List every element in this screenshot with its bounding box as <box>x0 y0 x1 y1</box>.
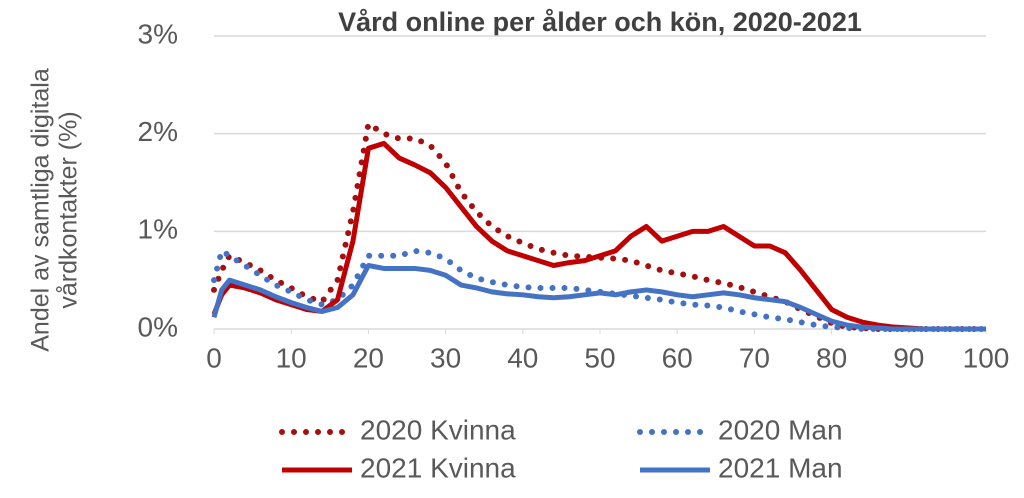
series-line <box>211 140 986 332</box>
legend-label: 2021 Man <box>718 452 843 483</box>
x-tick-label: 80 <box>816 342 847 373</box>
x-tick-label: 50 <box>584 342 615 373</box>
x-tick-label: 90 <box>893 342 924 373</box>
x-tick-label: 10 <box>276 342 307 373</box>
x-tick-label: 0 <box>206 342 222 373</box>
legend-label: 2020 Man <box>718 414 843 445</box>
y-tick-label: 1% <box>138 214 178 245</box>
y-tick-label: 2% <box>138 116 178 147</box>
x-tick-label: 20 <box>353 342 384 373</box>
y-label-line: vårdkontakter (%) <box>55 111 83 308</box>
y-label-line: Andel av samtliga digitala <box>27 68 55 352</box>
series-line <box>211 263 986 332</box>
y-axis-label: Andel av samtliga digitala vårdkontakter… <box>27 68 83 352</box>
x-tick-label: 30 <box>430 342 461 373</box>
x-tick-label: 40 <box>507 342 538 373</box>
legend-label: 2021 Kvinna <box>360 452 516 483</box>
y-tick-label: 3% <box>138 18 178 49</box>
y-tick-label: 0% <box>138 311 178 342</box>
x-tick-label: 100 <box>963 342 1010 373</box>
legend-label: 2020 Kvinna <box>360 414 516 445</box>
x-tick-label: 60 <box>662 342 693 373</box>
chart-title: Vård online per ålder och kön, 2020-2021 <box>338 7 862 37</box>
series-line <box>211 118 989 332</box>
x-tick-label: 70 <box>739 342 770 373</box>
